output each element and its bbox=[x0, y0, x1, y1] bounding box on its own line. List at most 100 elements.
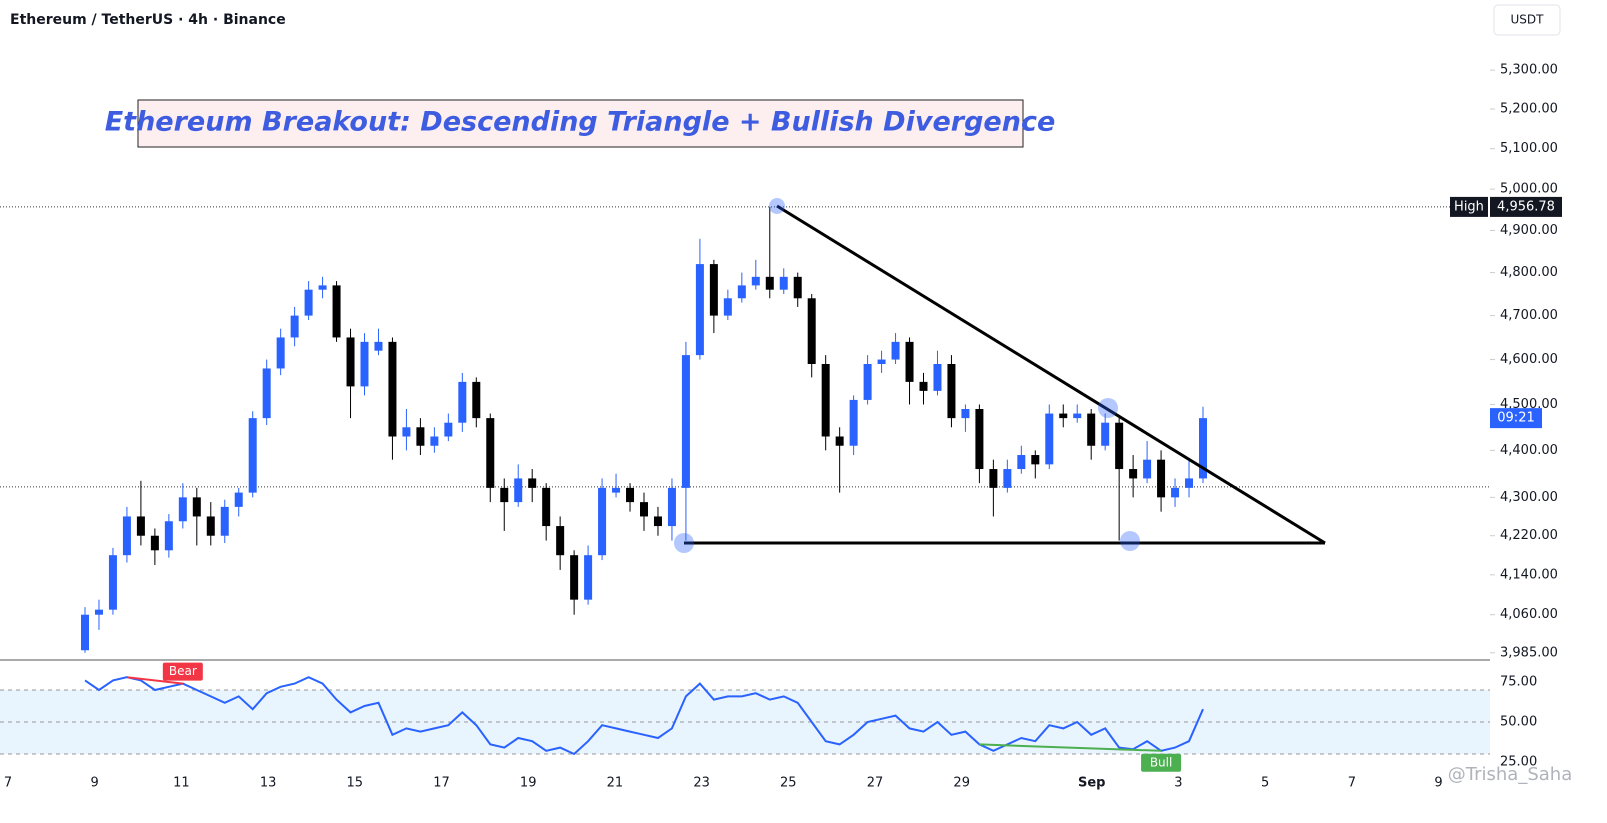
candle-body bbox=[737, 285, 746, 299]
candle-body bbox=[709, 264, 718, 316]
divergence-tag bbox=[1141, 753, 1182, 772]
candle-body bbox=[961, 409, 970, 419]
divergence-label: Bear bbox=[169, 664, 197, 678]
symbol-header: Ethereum / TetherUS · 4h · Binance bbox=[10, 12, 286, 28]
candle-body bbox=[1157, 459, 1166, 498]
y-tick-label: 4,600.00 bbox=[1500, 352, 1558, 367]
x-tick-label: 29 bbox=[953, 776, 970, 791]
candle-body bbox=[290, 315, 299, 338]
candle-body bbox=[1045, 413, 1054, 465]
x-tick-label: 21 bbox=[607, 776, 624, 791]
candle-body bbox=[1101, 422, 1110, 446]
candle-body bbox=[598, 487, 607, 556]
candle-body bbox=[1185, 478, 1194, 488]
candle-body bbox=[318, 285, 327, 290]
y-tick-label: 4,300.00 bbox=[1500, 490, 1558, 505]
currency[interactable]: USDT bbox=[1511, 13, 1545, 27]
y-tick-label: 4,900.00 bbox=[1500, 223, 1558, 238]
candle-body bbox=[1017, 455, 1026, 470]
pivot bbox=[769, 198, 785, 214]
x-tick-label: 9 bbox=[91, 776, 99, 791]
x-tick-label: 9 bbox=[1434, 776, 1442, 791]
y-tick-label: 4,060.00 bbox=[1500, 607, 1558, 622]
y-tick-label: 5,100.00 bbox=[1500, 141, 1558, 156]
currency-box[interactable] bbox=[1493, 4, 1561, 36]
candle-body bbox=[542, 487, 551, 527]
candle-body bbox=[807, 298, 816, 364]
divergence-line bbox=[979, 743, 1162, 752]
candle-body bbox=[653, 516, 662, 527]
candle-body bbox=[821, 363, 830, 437]
candle-body bbox=[136, 516, 145, 536]
x-tick-label: 7 bbox=[1348, 776, 1356, 791]
y-tick-label: 4,220.00 bbox=[1500, 528, 1558, 543]
candle-body bbox=[584, 555, 593, 600]
candle-body bbox=[1003, 469, 1012, 488]
candle-body bbox=[262, 368, 271, 419]
candle-body bbox=[94, 609, 103, 615]
plot: 5,300.00 5,200.00 5,100.00 5,000.00 4,900.00… bbox=[0, 63, 1562, 791]
candle-body bbox=[81, 614, 89, 651]
candle-body bbox=[472, 381, 481, 419]
candle-body bbox=[989, 469, 998, 488]
candle-body bbox=[388, 341, 397, 437]
chart-title: Ethereum Breakout: Descending Triangle +… bbox=[105, 107, 1056, 138]
candle-body bbox=[1171, 487, 1180, 498]
triangle-upper bbox=[776, 204, 1326, 545]
candle-body bbox=[681, 355, 690, 488]
candle-body bbox=[164, 521, 173, 551]
x-tick-label: 5 bbox=[1261, 776, 1269, 791]
candle-body bbox=[1115, 422, 1124, 470]
candle-body bbox=[891, 341, 900, 360]
y-tick-label: 5,000.00 bbox=[1500, 182, 1558, 197]
candle-body bbox=[751, 276, 760, 286]
x-tick-label: 7 bbox=[4, 776, 12, 791]
candle-body bbox=[248, 418, 257, 493]
candle-body bbox=[765, 276, 774, 290]
candle-body bbox=[276, 337, 285, 369]
y-tick-label: 4,140.00 bbox=[1500, 567, 1558, 582]
candle-body bbox=[877, 359, 886, 364]
divergence-tag bbox=[162, 662, 203, 681]
watermark: @Trisha_Saha bbox=[1448, 764, 1572, 785]
candle-body bbox=[1031, 455, 1040, 465]
x-tick-label: 3 bbox=[1174, 776, 1182, 791]
high-label-box bbox=[1450, 196, 1488, 217]
rsi-tick-label: 50.00 bbox=[1500, 715, 1537, 730]
candle-body bbox=[374, 341, 383, 351]
x-tick-label: 13 bbox=[260, 776, 277, 791]
x-tick-label: Sep bbox=[1078, 776, 1106, 791]
title-box bbox=[137, 99, 1024, 148]
x-tick-label: 25 bbox=[780, 776, 797, 791]
candle-body bbox=[975, 409, 984, 470]
y-tick-label: 5,200.00 bbox=[1500, 102, 1558, 117]
candle-body bbox=[793, 276, 802, 299]
candle-body bbox=[1199, 418, 1207, 479]
pivot bbox=[674, 533, 694, 553]
rsi-tick-label: 75.00 bbox=[1500, 675, 1537, 690]
candle-body bbox=[500, 487, 509, 503]
x-tick-label: 27 bbox=[867, 776, 884, 791]
candle-body bbox=[192, 497, 201, 517]
candle-body bbox=[640, 502, 648, 517]
candle-body bbox=[612, 487, 621, 493]
candle-body bbox=[220, 506, 229, 536]
candle-body bbox=[695, 264, 704, 356]
y-tick-label: 4,800.00 bbox=[1500, 265, 1558, 280]
x-tick-label: 11 bbox=[173, 776, 190, 791]
candle-body bbox=[332, 285, 341, 338]
candle-body bbox=[1143, 459, 1152, 479]
candle-body bbox=[150, 535, 159, 551]
candle-body bbox=[178, 497, 187, 522]
candle-body bbox=[346, 337, 355, 387]
candle-body bbox=[430, 436, 439, 446]
price-tag bbox=[1490, 408, 1542, 429]
candle-body bbox=[723, 298, 732, 316]
candle-body bbox=[206, 516, 215, 536]
candle-body bbox=[360, 341, 369, 387]
candle-body bbox=[304, 289, 313, 316]
divergence-line bbox=[126, 676, 183, 685]
candle-body bbox=[108, 555, 117, 610]
candle-body bbox=[863, 363, 872, 400]
candle-body bbox=[905, 341, 914, 382]
